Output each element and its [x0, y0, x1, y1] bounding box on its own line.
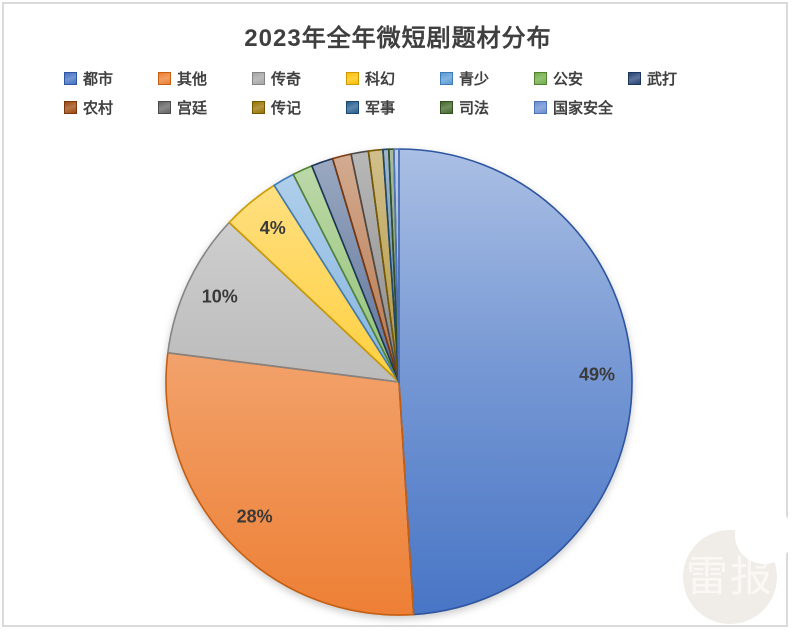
legend-item: 传记 [252, 93, 346, 122]
pie-data-label: 28% [237, 506, 273, 526]
legend-swatch [346, 72, 359, 85]
chart-title: 2023年全年微短剧题材分布 [244, 25, 552, 52]
legend-swatch [64, 72, 77, 85]
legend-item: 公安 [534, 64, 628, 93]
legend-swatch [440, 72, 453, 85]
legend-label: 农村 [83, 100, 114, 117]
legend: 都市 其他 传奇 科幻 青少 公安 武打农村 宫廷 传记 军事 司法 国家安全 [64, 64, 764, 122]
legend-label: 青少 [459, 71, 490, 88]
legend-item: 武打 [628, 64, 722, 93]
legend-label: 宫廷 [177, 100, 208, 117]
legend-swatch [628, 72, 641, 85]
watermark-text: 雷报 [685, 553, 774, 600]
pie-data-label: 10% [202, 286, 238, 306]
legend-label: 司法 [459, 100, 490, 117]
legend-swatch [534, 101, 547, 114]
pie-slice-border [398, 148, 633, 616]
legend-item: 青少 [440, 64, 534, 93]
pie-data-label: 4% [260, 218, 286, 238]
legend-item: 司法 [440, 93, 534, 122]
pie-slice-border [393, 148, 400, 383]
legend-label: 传奇 [271, 71, 302, 88]
legend-swatch [346, 101, 359, 114]
legend-swatch [252, 72, 265, 85]
legend-label: 武打 [647, 71, 678, 88]
legend-item: 国家安全 [534, 93, 674, 122]
legend-item: 农村 [64, 93, 158, 122]
legend-label: 科幻 [365, 71, 396, 88]
legend-label: 军事 [365, 100, 396, 117]
watermark-logo: 雷报 [683, 506, 793, 624]
legend-label: 公安 [553, 71, 584, 88]
legend-swatch [534, 72, 547, 85]
pie-group [165, 148, 633, 616]
legend-item: 其他 [158, 64, 252, 93]
legend-swatch [158, 101, 171, 114]
legend-swatch [158, 72, 171, 85]
legend-swatch [252, 101, 265, 114]
legend-label: 传记 [271, 100, 302, 117]
legend-item: 都市 [64, 64, 158, 93]
legend-label: 都市 [83, 71, 114, 88]
legend-item: 宫廷 [158, 93, 252, 122]
legend-item: 军事 [346, 93, 440, 122]
legend-label: 国家安全 [553, 100, 614, 117]
legend-item: 传奇 [252, 64, 346, 93]
legend-label: 其他 [177, 71, 208, 88]
legend-item: 科幻 [346, 64, 440, 93]
pie-slice-border [165, 352, 415, 616]
pie-data-label: 49% [579, 365, 615, 385]
legend-swatch [64, 101, 77, 114]
pie-slice-border [167, 221, 400, 383]
legend-swatch [440, 101, 453, 114]
